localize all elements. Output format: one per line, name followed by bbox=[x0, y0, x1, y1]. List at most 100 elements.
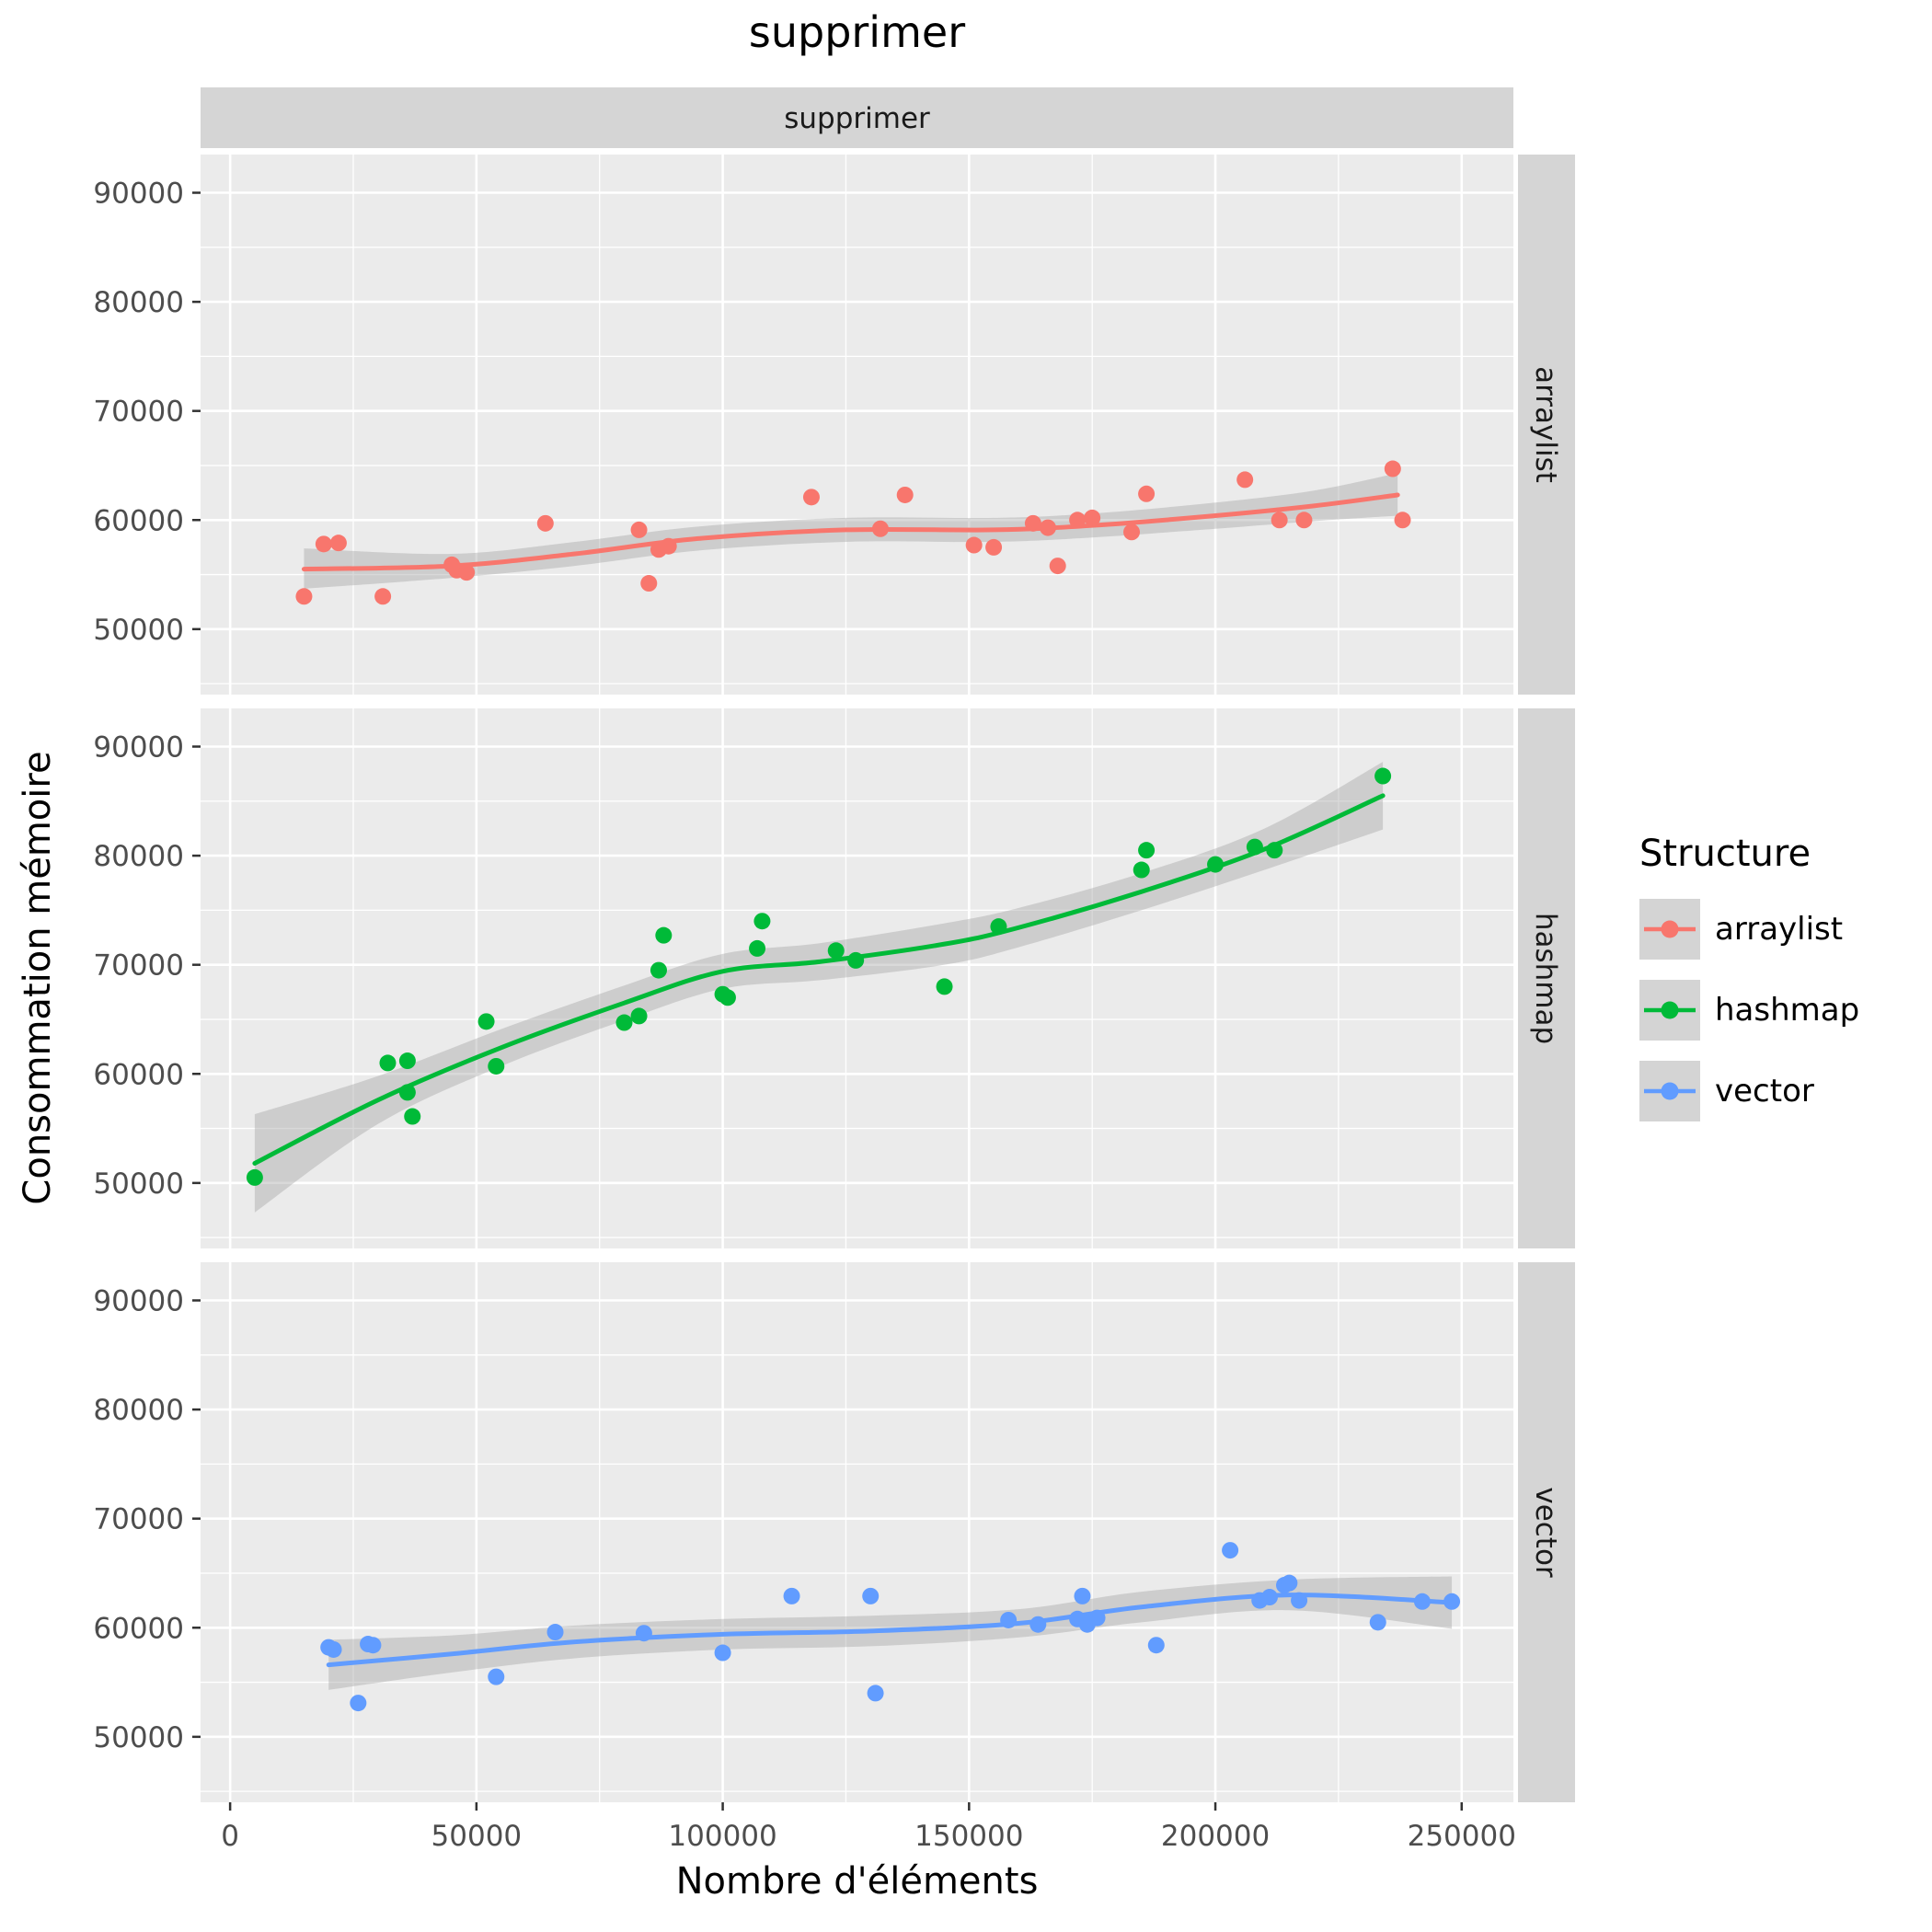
data-point-hashmap bbox=[488, 1057, 505, 1075]
data-point-hashmap bbox=[1246, 838, 1263, 856]
smooth-line-hashmap bbox=[252, 793, 1386, 1166]
y-tick-label: 50000 bbox=[93, 1167, 184, 1201]
data-point-hashmap bbox=[615, 1014, 633, 1031]
data-point-hashmap bbox=[655, 926, 673, 944]
y-tick-label: 80000 bbox=[93, 286, 184, 319]
y-tick-label: 80000 bbox=[93, 1394, 184, 1427]
data-point-arraylist bbox=[1384, 460, 1401, 477]
data-point-arraylist bbox=[329, 535, 347, 552]
x-tick-label: 0 bbox=[221, 1820, 239, 1853]
y-tick-label: 60000 bbox=[93, 1612, 184, 1645]
data-point-hashmap bbox=[753, 913, 771, 930]
data-point-arraylist bbox=[1271, 512, 1288, 529]
data-point-hashmap bbox=[1374, 767, 1392, 785]
data-point-hashmap bbox=[1138, 842, 1156, 859]
x-tick-label: 100000 bbox=[668, 1820, 776, 1853]
data-point-arraylist bbox=[458, 564, 476, 581]
facet-strip-right-hashmap bbox=[1518, 708, 1575, 1248]
data-point-vector bbox=[1000, 1611, 1018, 1628]
x-tick-label: 150000 bbox=[914, 1820, 1023, 1853]
data-point-hashmap bbox=[1266, 842, 1283, 859]
data-point-arraylist bbox=[536, 514, 554, 532]
data-point-hashmap bbox=[379, 1054, 397, 1072]
data-point-hashmap bbox=[749, 939, 766, 957]
y-tick-label: 70000 bbox=[93, 949, 184, 983]
legend-item-arraylist: arraylist bbox=[1639, 899, 1859, 960]
data-point-vector bbox=[1443, 1593, 1461, 1610]
data-point-vector bbox=[862, 1587, 880, 1604]
y-tick-label: 70000 bbox=[93, 396, 184, 429]
data-point-vector bbox=[635, 1625, 652, 1642]
data-point-vector bbox=[1029, 1616, 1047, 1633]
data-point-vector bbox=[325, 1640, 342, 1658]
y-tick-label: 50000 bbox=[93, 614, 184, 647]
data-point-arraylist bbox=[1236, 471, 1254, 489]
x-tick-label: 50000 bbox=[431, 1820, 523, 1853]
data-point-hashmap bbox=[477, 1013, 495, 1030]
data-point-hashmap bbox=[719, 989, 736, 1006]
data-point-vector bbox=[1413, 1593, 1431, 1610]
facet-strip-right-label: vector bbox=[1529, 1487, 1562, 1578]
facet-strip-top-label: supprimer bbox=[784, 102, 930, 135]
data-point-vector bbox=[1074, 1587, 1091, 1604]
data-point-arraylist bbox=[640, 575, 658, 592]
legend-key-hashmap bbox=[1639, 980, 1700, 1041]
data-point-arraylist bbox=[295, 588, 313, 605]
y-tick-label: 90000 bbox=[93, 731, 184, 765]
x-tick-label: 200000 bbox=[1161, 1820, 1270, 1853]
data-point-hashmap bbox=[936, 978, 953, 995]
chart-title: supprimer bbox=[748, 7, 966, 57]
y-tick-label: 90000 bbox=[93, 1285, 184, 1318]
data-point-vector bbox=[1291, 1592, 1308, 1609]
data-point-hashmap bbox=[990, 918, 1007, 936]
legend-item-label: hashmap bbox=[1715, 992, 1860, 1029]
y-tick-label: 60000 bbox=[93, 1058, 184, 1091]
legend: Structure arraylist hashmap vector bbox=[1639, 833, 1859, 1142]
y-tick-label: 60000 bbox=[93, 504, 184, 537]
data-point-hashmap bbox=[404, 1108, 421, 1125]
data-point-vector bbox=[1260, 1589, 1278, 1606]
data-point-vector bbox=[1369, 1614, 1386, 1631]
data-point-arraylist bbox=[985, 538, 1003, 556]
data-point-hashmap bbox=[246, 1168, 263, 1186]
data-point-vector bbox=[488, 1668, 505, 1685]
data-point-arraylist bbox=[374, 588, 392, 605]
legend-item-hashmap: hashmap bbox=[1639, 980, 1859, 1041]
data-point-arraylist bbox=[965, 536, 983, 554]
data-point-vector bbox=[1281, 1574, 1298, 1592]
data-point-hashmap bbox=[650, 961, 667, 979]
facet-strip-right-arraylist bbox=[1518, 155, 1575, 695]
data-point-vector bbox=[1088, 1609, 1106, 1627]
data-point-vector bbox=[1147, 1637, 1165, 1654]
data-point-arraylist bbox=[630, 521, 648, 538]
data-point-vector bbox=[714, 1644, 731, 1662]
legend-item-label: arraylist bbox=[1715, 911, 1844, 948]
facet-panel-arraylist bbox=[192, 155, 1575, 695]
y-tick-label: 70000 bbox=[93, 1503, 184, 1536]
legend-key-vector bbox=[1639, 1061, 1700, 1121]
data-point-arraylist bbox=[1123, 523, 1141, 541]
y-tick-label: 50000 bbox=[93, 1721, 184, 1754]
x-axis-title: Nombre d'éléments bbox=[675, 1860, 1039, 1903]
facet-strip-right-label: hashmap bbox=[1529, 913, 1562, 1044]
data-point-vector bbox=[546, 1624, 564, 1641]
data-point-hashmap bbox=[1207, 856, 1225, 873]
data-point-vector bbox=[783, 1587, 800, 1604]
data-point-vector bbox=[867, 1685, 884, 1702]
data-point-arraylist bbox=[802, 489, 820, 506]
data-point-arraylist bbox=[871, 520, 889, 537]
data-point-arraylist bbox=[896, 486, 914, 503]
y-tick-label: 80000 bbox=[93, 840, 184, 873]
data-point-hashmap bbox=[827, 942, 845, 960]
legend-item-label: vector bbox=[1715, 1073, 1814, 1110]
data-point-vector bbox=[350, 1695, 367, 1712]
data-point-hashmap bbox=[398, 1084, 416, 1101]
data-point-arraylist bbox=[1049, 558, 1066, 575]
y-tick-label: 90000 bbox=[93, 178, 184, 211]
data-point-arraylist bbox=[1084, 509, 1101, 526]
facet-panel-hashmap bbox=[192, 708, 1575, 1248]
data-point-arraylist bbox=[1295, 512, 1313, 529]
data-point-arraylist bbox=[1069, 512, 1087, 529]
data-point-vector bbox=[364, 1637, 382, 1654]
